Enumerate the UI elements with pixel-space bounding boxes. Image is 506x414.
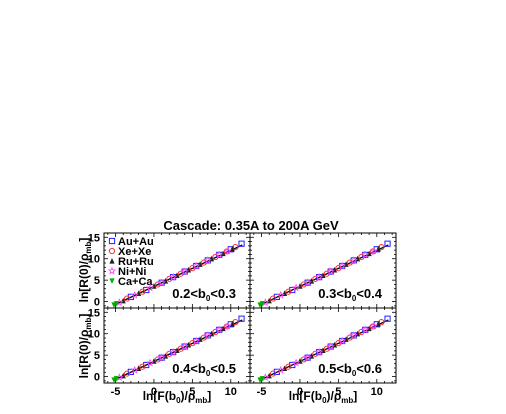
data-point xyxy=(269,295,277,302)
y-tick-label: 0 xyxy=(94,372,100,384)
panels: 0 5 10 15 0.2<b0<0.3 0.3<b0<0.4 0 5 10 15 -5 0 5 10 0.… xyxy=(77,232,397,405)
data-point xyxy=(146,358,155,367)
panel-plot-area xyxy=(257,240,391,308)
data-point xyxy=(292,358,301,367)
data-point xyxy=(203,256,212,264)
y-tick-label: 0 xyxy=(94,297,100,309)
data-point xyxy=(315,347,324,356)
panel-label: 0.5<b0<0.6 xyxy=(318,361,382,378)
x-tick-label: 10 xyxy=(225,386,237,398)
data-point xyxy=(169,272,178,281)
data-point xyxy=(169,347,178,356)
data-point xyxy=(349,331,358,339)
data-point xyxy=(113,301,119,307)
panel-plot-area xyxy=(111,315,245,383)
y-tick-label: 15 xyxy=(88,232,100,244)
x-tick-label: 5 xyxy=(335,386,341,398)
data-point xyxy=(113,376,119,382)
data-point xyxy=(139,288,146,295)
legend-label: Xe+Xe xyxy=(118,246,151,258)
data-point xyxy=(180,267,189,276)
x-tick-label: 5 xyxy=(189,386,195,398)
panel-1: 0 5 10 15 0.2<b0<0.3 xyxy=(88,232,251,309)
data-point xyxy=(259,376,265,382)
data-point xyxy=(123,295,131,302)
y-tick-label: 15 xyxy=(88,307,100,319)
data-point xyxy=(338,336,347,345)
data-point xyxy=(315,272,324,281)
x-axis-label: ln[F(b0)/ρmb] xyxy=(143,389,212,405)
data-point xyxy=(303,278,312,287)
data-point xyxy=(338,261,347,270)
y-axis-label: ln[R(0)/ρmb] xyxy=(77,314,93,379)
data-point xyxy=(361,250,370,259)
x-axis-label: ln[F(b0)/ρmb] xyxy=(289,389,358,405)
data-point xyxy=(369,246,378,255)
data-point xyxy=(130,290,139,299)
legend-marker xyxy=(109,278,115,284)
data-point xyxy=(384,315,391,322)
data-point xyxy=(326,267,335,276)
data-point xyxy=(215,250,224,259)
x-tick-label: 0 xyxy=(297,386,303,398)
data-point xyxy=(223,321,232,330)
data-point xyxy=(203,331,212,339)
panel-label: 0.3<b0<0.4 xyxy=(318,286,382,303)
legend-marker xyxy=(107,266,117,275)
legend-marker xyxy=(108,237,116,245)
data-point xyxy=(285,288,292,295)
data-point xyxy=(361,325,370,334)
y-tick-label: 5 xyxy=(94,275,100,287)
data-point xyxy=(276,290,285,299)
x-tick-label: -5 xyxy=(257,386,267,398)
data-point xyxy=(259,301,265,307)
panel-label: 0.2<b0<0.3 xyxy=(172,286,236,303)
x-tick-label: 10 xyxy=(371,386,383,398)
data-point xyxy=(276,365,285,374)
data-point xyxy=(157,353,166,362)
panel-label: 0.4<b0<0.5 xyxy=(172,361,236,378)
legend-label: Ca+Ca xyxy=(118,276,153,288)
y-axis-label: ln[R(0)/ρmb] xyxy=(77,238,93,303)
legend-label: Au+Au xyxy=(118,236,154,248)
x-tick-label: 0 xyxy=(151,386,157,398)
y-tick-label: 10 xyxy=(88,254,100,266)
data-point xyxy=(369,321,378,330)
data-point xyxy=(303,353,312,362)
legend-label: Ni+Ni xyxy=(118,266,146,278)
panel-4: -5 0 5 10 0.5<b0<0.6 xyxy=(249,307,397,398)
legend-label: Ru+Ru xyxy=(118,256,154,268)
data-point xyxy=(139,363,146,370)
data-point xyxy=(285,363,292,370)
legend-marker xyxy=(108,247,116,255)
panel-2: 0.3<b0<0.4 xyxy=(249,232,397,309)
panel-3: 0 5 10 15 -5 0 5 10 0.4<b0<0.5 xyxy=(88,307,251,398)
data-point xyxy=(130,365,139,374)
legend-marker xyxy=(109,258,115,264)
y-tick-label: 5 xyxy=(94,350,100,362)
x-tick-label: -5 xyxy=(111,386,121,398)
data-point xyxy=(326,342,335,351)
panel-plot-area xyxy=(257,315,391,383)
y-tick-label: 10 xyxy=(88,329,100,341)
data-point xyxy=(292,283,301,292)
data-point xyxy=(180,342,189,351)
data-point xyxy=(269,370,277,377)
data-point xyxy=(223,246,232,255)
data-point xyxy=(157,278,166,287)
data-point xyxy=(238,315,245,322)
data-point xyxy=(238,240,245,247)
data-point xyxy=(215,325,224,334)
data-point xyxy=(123,370,131,377)
panel-plot-area xyxy=(111,240,245,308)
data-point xyxy=(384,240,391,247)
chart-title: Cascade: 0.35A to 200A GeV xyxy=(163,218,339,233)
data-point xyxy=(349,256,358,264)
data-point xyxy=(192,336,201,345)
data-point xyxy=(192,261,201,270)
data-point xyxy=(146,283,155,292)
